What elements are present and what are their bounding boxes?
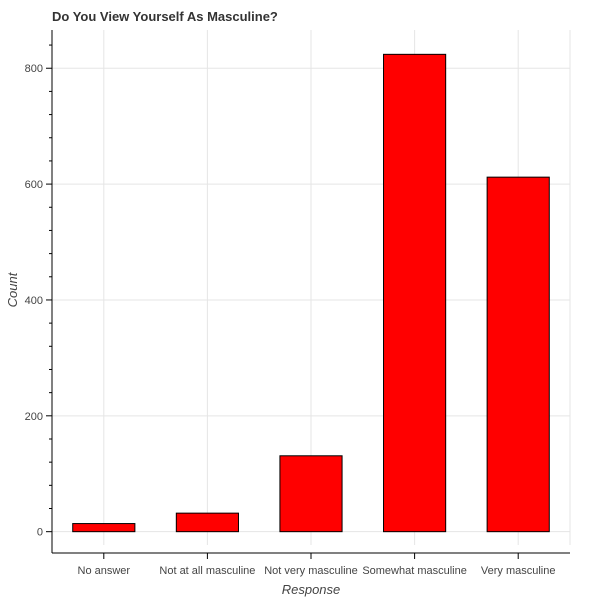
- bar-not-very-masculine: [279, 455, 343, 533]
- axes: 0 200 400 600 800 No answer Not at all masculi…: [25, 30, 570, 577]
- chart-title: Do You View Yourself As Masculine?: [52, 9, 278, 24]
- bar-somewhat-masculine: [383, 53, 447, 533]
- x-tick-label: Not at all masculine: [159, 565, 255, 577]
- bar-no-answer: [72, 523, 136, 533]
- y-axis-label: Count: [5, 271, 20, 307]
- x-axis-label: Response: [282, 582, 341, 597]
- y-tick-label: 800: [25, 63, 43, 75]
- y-tick-label: 200: [25, 411, 43, 423]
- x-tick-label: No answer: [78, 565, 131, 577]
- x-tick-label: Very masculine: [481, 565, 556, 577]
- y-tick-label: 600: [25, 179, 43, 191]
- bar-very-masculine: [486, 176, 550, 533]
- bar-not-at-all-masculine: [175, 512, 239, 533]
- y-tick-label: 0: [37, 527, 43, 539]
- bars: [72, 53, 550, 533]
- y-tick-label: 400: [25, 295, 43, 307]
- x-tick-label: Somewhat masculine: [362, 565, 467, 577]
- x-tick-label: Not very masculine: [264, 565, 358, 577]
